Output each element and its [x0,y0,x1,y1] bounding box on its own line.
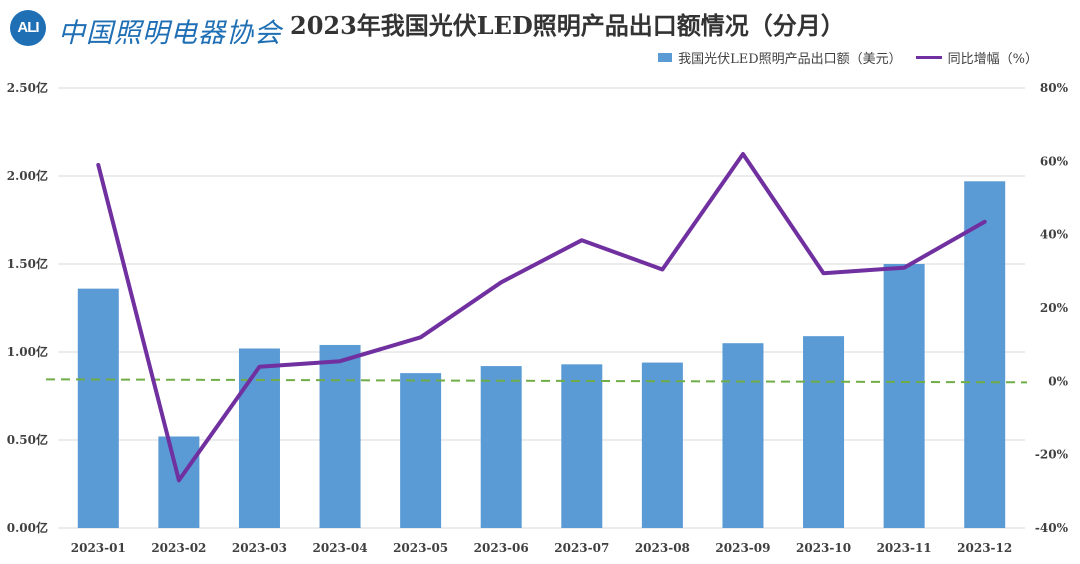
logo-badge: ALI [10,10,46,46]
x-tick-label: 2023-02 [151,541,206,555]
bar [319,344,361,528]
right-tick-label: 40% [1040,228,1069,242]
legend-bar-swatch [658,53,673,62]
x-tick-label: 2023-10 [796,541,851,555]
logo-name: 中国照明电器协会 [58,18,282,49]
bar [641,362,683,528]
left-tick-label: 2.00亿 [7,168,48,183]
bar [238,348,280,528]
right-tick-label: 20% [1040,301,1069,315]
bar [480,366,522,528]
x-tick-label: 2023-12 [957,541,1012,555]
bar [77,288,119,528]
header: ALI 中国照明电器协会 2023年我国光伏LED照明产品出口额情况（分月） [0,0,1080,49]
right-tick-label: 60% [1040,154,1069,168]
x-tick-label: 2023-08 [635,541,690,555]
bar [803,336,845,528]
x-tick-label: 2023-06 [474,541,529,555]
x-tick-label: 2023-05 [393,541,448,555]
bar [883,264,925,528]
bar [964,181,1006,528]
chart-title: 2023年我国光伏LED照明产品出口额情况（分月） [290,11,845,40]
left-tick-label: 0.50亿 [7,432,48,447]
x-tick-label: 2023-11 [877,541,932,555]
legend-line-swatch [915,56,942,59]
right-tick-label: -40% [1035,521,1069,535]
legend-bar-label: 我国光伏LED照明产品出口额（美元） [678,52,902,67]
right-tick-label: 0% [1048,374,1068,388]
left-tick-label: 1.00亿 [7,344,48,359]
legend-line-label: 同比增幅（%） [947,52,1038,67]
right-tick-label: -20% [1035,448,1069,462]
x-tick-label: 2023-07 [554,541,609,555]
left-tick-label: 1.50亿 [7,256,48,271]
x-tick-label: 2023-01 [71,541,126,555]
legend: 我国光伏LED照明产品出口额（美元） 同比增幅（%） [658,48,1038,67]
left-tick-label: 0.00亿 [7,520,48,535]
right-tick-label: 80% [1040,81,1069,95]
left-tick-label: 2.50亿 [7,80,48,95]
bar [722,343,764,528]
x-tick-label: 2023-09 [715,541,770,555]
bar [561,364,603,528]
x-tick-label: 2023-04 [313,541,368,555]
zero-reference-line [45,378,1028,384]
bar [400,373,442,528]
growth-line [96,152,987,483]
x-tick-label: 2023-03 [232,541,287,555]
